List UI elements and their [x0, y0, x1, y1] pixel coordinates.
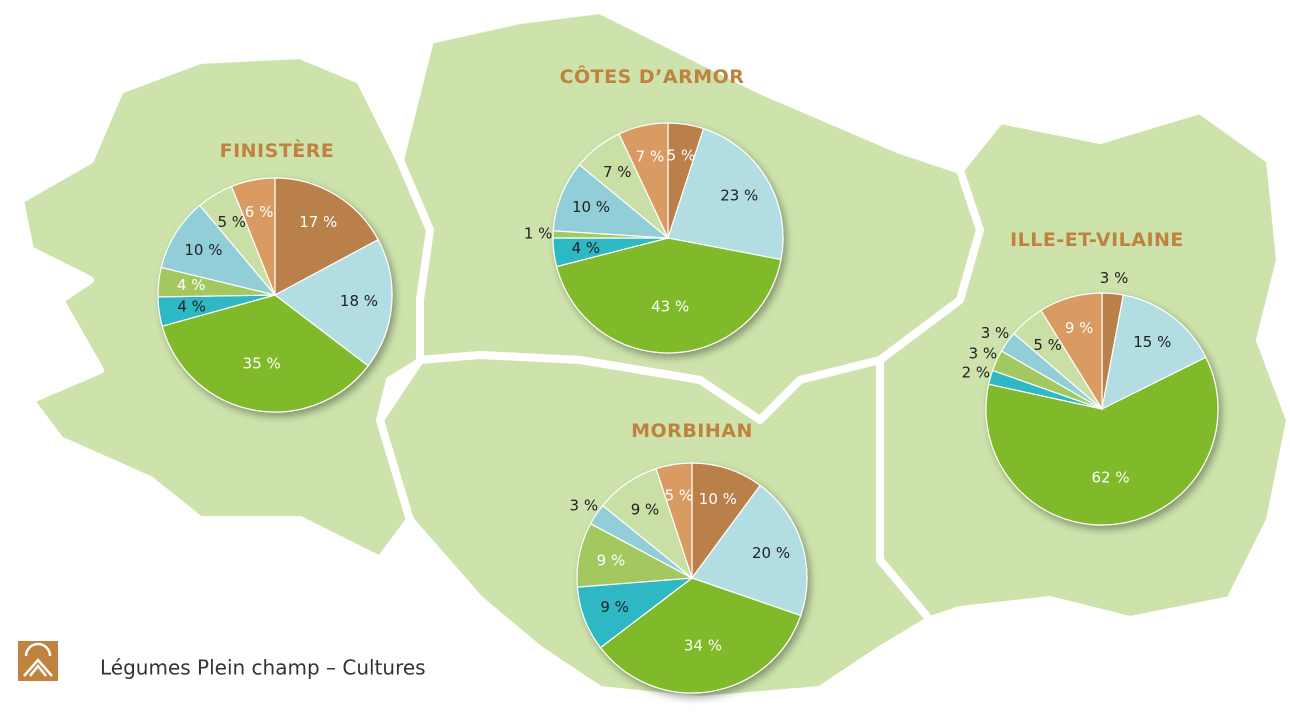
pie-slice — [1040, 292, 1103, 412]
pie-label: 9 % — [631, 500, 660, 518]
caption: Légumes Plein champ – Cultures — [100, 656, 426, 680]
pie-slice — [230, 177, 276, 296]
pie — [985, 292, 1219, 526]
pie-slice — [1101, 294, 1207, 411]
pie — [157, 177, 393, 413]
pie-label: 9 % — [597, 552, 626, 570]
pie-label: 62 % — [1091, 469, 1129, 487]
pie-label: 4 % — [177, 276, 206, 294]
pie-label: 4 % — [177, 297, 206, 315]
pie-slice — [985, 356, 1219, 526]
pie-label: 3 % — [981, 324, 1010, 342]
pie-label: 10 % — [184, 241, 222, 259]
pie-label: 43 % — [651, 297, 689, 315]
pie — [576, 462, 808, 694]
pie-slice — [691, 462, 762, 580]
pie-label: 34 % — [684, 637, 722, 655]
pie-label: 9 % — [1065, 319, 1094, 337]
pie-label: 4 % — [572, 239, 601, 257]
pie-label: 10 % — [572, 198, 610, 216]
pie-label: 3 % — [570, 497, 599, 515]
pie-label: 2 % — [962, 364, 991, 382]
pies — [157, 122, 1219, 694]
pie-label: 5 % — [217, 213, 246, 231]
pie-label: 3 % — [1100, 269, 1129, 287]
pie-slice — [161, 294, 369, 413]
pie-label: 23 % — [720, 186, 758, 204]
pie-slice — [599, 577, 802, 694]
pie-slice — [273, 238, 393, 367]
pie-label: 5 % — [665, 487, 694, 505]
pie-title: FINISTÈRE — [220, 139, 335, 162]
pie-title: MORBIHAN — [631, 420, 753, 442]
pie-title: ILLE-ET-VILAINE — [1010, 229, 1184, 251]
pie-label: 17 % — [299, 213, 337, 231]
pie-slice — [274, 177, 379, 297]
pie-label: 5 % — [1033, 336, 1062, 354]
pie-label: 20 % — [752, 544, 790, 562]
pie-label: 3 % — [969, 345, 998, 363]
pie-slice — [555, 237, 782, 354]
pie-label: 10 % — [699, 490, 737, 508]
pie-label: 18 % — [340, 292, 378, 310]
pie-label: 1 % — [524, 224, 553, 242]
pie-label: 7 % — [636, 148, 665, 166]
pie-slice — [160, 204, 277, 297]
pie-label: 35 % — [243, 354, 281, 372]
pie-slice — [618, 122, 669, 239]
pie-label: 5 % — [667, 147, 696, 165]
pie-slice — [691, 484, 808, 617]
pie-slice — [552, 163, 670, 239]
pie-label: 7 % — [603, 163, 632, 181]
pie-slice — [655, 462, 693, 579]
pie-title: CÔTES D’ARMOR — [560, 64, 745, 88]
pie-label: 9 % — [600, 598, 629, 616]
pie — [552, 122, 784, 354]
pie-label: 6 % — [245, 203, 274, 221]
icon-glyph — [23, 642, 53, 677]
pie-label: 15 % — [1133, 333, 1171, 351]
pie-slice — [667, 127, 784, 261]
